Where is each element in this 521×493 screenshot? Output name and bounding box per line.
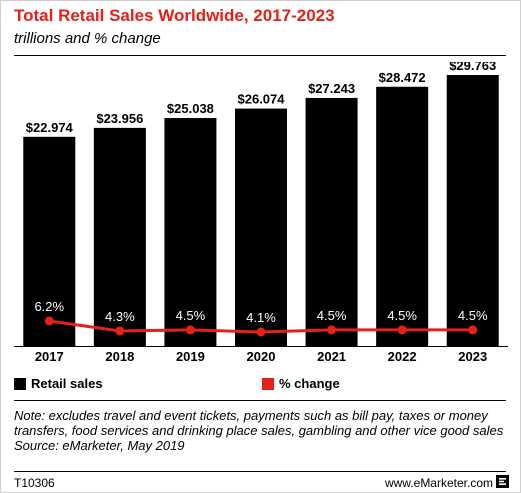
pct-label-2021: 4.5% <box>317 308 347 323</box>
x-tick-label-2021: 2021 <box>317 349 346 364</box>
bar-value-label-2020: $26.074 <box>238 92 286 107</box>
bar-2021 <box>305 97 358 346</box>
bar-2020 <box>235 108 287 346</box>
bar-2022 <box>376 86 429 347</box>
pct-point-2023 <box>468 325 478 335</box>
bar-2017 <box>23 136 76 346</box>
pct-label-2022: 4.5% <box>387 308 417 323</box>
note-text: Note: excludes travel and event tickets,… <box>14 408 504 438</box>
x-tick-label-2019: 2019 <box>176 349 205 364</box>
pct-label-2023: 4.5% <box>458 308 488 323</box>
emarketer-logo-icon <box>496 475 509 488</box>
x-tick-label-2023: 2023 <box>458 349 487 364</box>
bar-value-label-2023: $29.763 <box>449 62 496 73</box>
legend-label-pct-change: % change <box>279 376 340 391</box>
x-tick-label-2020: 2020 <box>247 349 276 364</box>
pct-point-2022 <box>397 325 407 335</box>
footer-rule <box>14 471 506 472</box>
bar-value-label-2022: $28.472 <box>379 70 426 85</box>
chart-id: T10306 <box>14 476 55 490</box>
legend-retail-sales: Retail sales <box>14 376 103 391</box>
pct-point-2017 <box>44 316 54 326</box>
x-tick-label-2022: 2022 <box>388 349 417 364</box>
note-rule <box>14 400 506 401</box>
bar-2023 <box>446 75 499 346</box>
chart-note: Note: excludes travel and event tickets,… <box>14 408 510 453</box>
note-source: Source: eMarketer, May 2019 <box>14 438 185 453</box>
x-tick-label-2017: 2017 <box>35 349 64 364</box>
bar-value-label-2019: $25.038 <box>167 101 214 116</box>
pct-point-2020 <box>256 327 266 337</box>
pct-label-2018: 4.3% <box>105 309 135 324</box>
bar-value-label-2018: $23.956 <box>96 111 143 126</box>
pct-point-2018 <box>115 326 125 336</box>
legend-pct-change: % change <box>262 376 340 391</box>
pct-point-2021 <box>327 325 337 335</box>
bar-value-label-2021: $27.243 <box>308 81 355 96</box>
pct-label-2019: 4.5% <box>176 308 206 323</box>
pct-label-2020: 4.1% <box>246 310 276 325</box>
chart-subtitle: trillions and % change <box>14 30 161 47</box>
bar-2019 <box>164 118 217 347</box>
top-rule <box>14 55 506 56</box>
bar-value-label-2017: $22.974 <box>26 120 74 135</box>
pct-label-2017: 6.2% <box>34 299 64 314</box>
pct-point-2019 <box>185 325 195 335</box>
chart-title: Total Retail Sales Worldwide, 2017-2023 <box>14 6 335 25</box>
legend-label-retail-sales: Retail sales <box>31 376 103 391</box>
brand-link[interactable]: www.eMarketer.com <box>384 476 493 490</box>
legend-swatch-bar <box>14 377 26 390</box>
legend-swatch-line <box>262 377 274 390</box>
bar-2018 <box>93 127 146 347</box>
x-tick-label-2018: 2018 <box>105 349 134 364</box>
combo-chart: $22.974 2017 $23.956 2018 $25.038 2019 $26.074… <box>14 62 508 364</box>
